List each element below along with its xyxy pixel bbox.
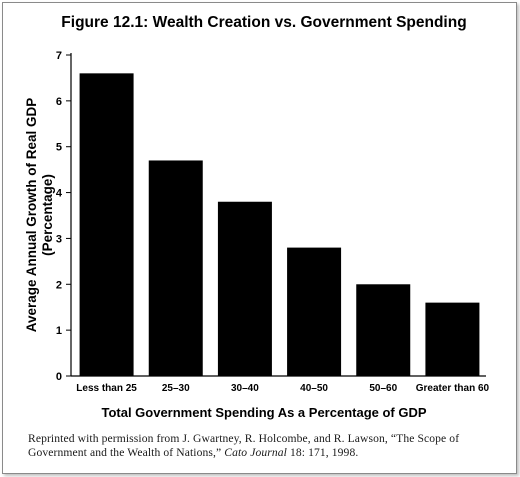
y-tick-label: 3 [56,233,62,245]
bar [356,284,411,376]
x-tick-label: Greater than 60 [416,383,490,394]
x-tick-label: 25–30 [162,383,190,394]
x-axis-label: Total Government Spending As a Percentag… [101,405,426,420]
x-tick-label: 50–60 [369,383,397,394]
y-tick-label: 1 [56,325,62,337]
x-tick-label: 30–40 [231,383,259,394]
caption-text-after: 18: 171, 1998. [286,446,359,459]
bar [217,201,272,376]
y-tick-label: 6 [56,96,62,108]
caption-text-before: Reprinted with permission from J. Gwartn… [28,432,460,459]
y-tick-label: 7 [56,50,62,62]
y-tick-label: 4 [56,188,63,200]
x-tick-label: 40–50 [300,383,328,394]
bar [79,73,134,376]
y-axis-label: Average Annual Growth of Real GDP (Perce… [24,98,55,333]
y-tick-label: 5 [56,142,62,154]
caption-journal: Cato Journal [224,446,287,459]
chart-title: Figure 12.1: Wealth Creation vs. Governm… [61,14,466,31]
figure-caption: Reprinted with permission from J. Gwartn… [28,432,498,460]
bar [287,247,342,376]
x-tick-label: Less than 25 [76,383,137,394]
plot-area: 0 1 2 3 4 5 6 7 Less than 25 25–30 30–40 40–50 50–60… [56,50,490,394]
y-tick-label: 0 [56,371,62,383]
bar [425,302,480,376]
y-axis-label-line2: (Percentage) [40,174,55,256]
y-axis-label-line1: Average Annual Growth of Real GDP [24,98,39,333]
bar [148,160,203,376]
y-tick-label: 2 [56,279,62,291]
